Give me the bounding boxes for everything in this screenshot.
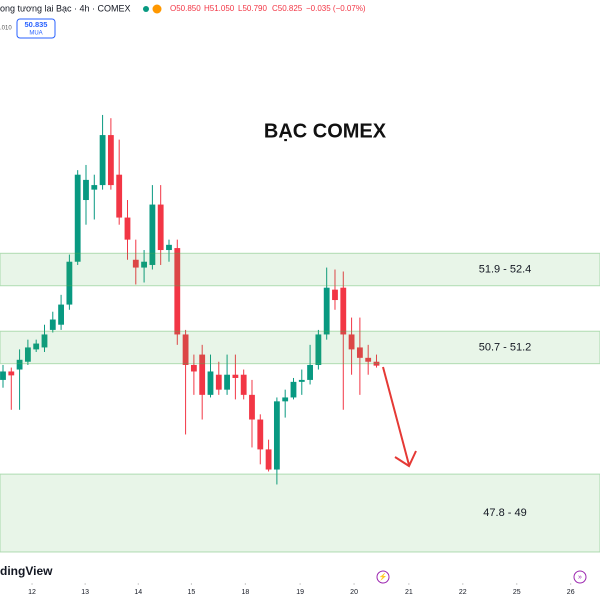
candle-body bbox=[74, 174, 81, 262]
scroll-icon[interactable] bbox=[573, 570, 587, 584]
x-tick-label: 21 bbox=[405, 589, 413, 596]
low-value: L50.790 bbox=[238, 4, 267, 13]
candle-body bbox=[365, 357, 372, 362]
candle-body bbox=[141, 261, 147, 268]
x-tick-label: 26 bbox=[567, 589, 575, 596]
scroll-glyph: » bbox=[578, 574, 582, 581]
buy-label: MUA bbox=[29, 31, 42, 37]
candle-body bbox=[373, 361, 380, 366]
candle-body bbox=[132, 259, 139, 268]
x-tick-label: 19 bbox=[296, 589, 304, 596]
candle-body bbox=[33, 343, 40, 350]
brand: dingView bbox=[0, 564, 53, 578]
x-tick-label: 20 bbox=[350, 589, 358, 596]
buy-price: 50.835 bbox=[25, 20, 48, 29]
x-tick-label: 13 bbox=[81, 589, 89, 596]
candle-body bbox=[149, 204, 156, 265]
candle-body bbox=[8, 371, 15, 376]
candle-body bbox=[91, 185, 98, 190]
candle-body bbox=[49, 319, 56, 330]
candle-body bbox=[0, 371, 6, 380]
candle-body bbox=[240, 374, 247, 395]
x-tick-label: 15 bbox=[187, 589, 195, 596]
candle-body bbox=[265, 449, 272, 470]
candle-body bbox=[249, 394, 255, 420]
candle-body bbox=[157, 204, 164, 251]
candle-body bbox=[207, 371, 214, 395]
zone-label: 51.9 - 52.4 bbox=[479, 263, 532, 275]
arrow-head bbox=[394, 450, 417, 468]
open-value: O50.850 bbox=[170, 4, 201, 13]
close-value: C50.825 bbox=[272, 4, 303, 13]
d-badge bbox=[152, 4, 162, 14]
spread: .010 bbox=[0, 26, 12, 32]
plot: 51.9 - 52.4 50.7 - 51.2 47.8 - 49 12 13 14 15 1… bbox=[0, 114, 600, 596]
candle-body bbox=[232, 374, 239, 378]
candle-body bbox=[182, 334, 189, 365]
event-icon[interactable] bbox=[376, 570, 390, 584]
candle-body bbox=[41, 334, 48, 348]
candle-body bbox=[307, 364, 313, 380]
candle-body bbox=[58, 304, 64, 325]
candle-body bbox=[273, 401, 280, 470]
candle-body bbox=[83, 179, 89, 201]
event-glyph: ⚡ bbox=[379, 572, 388, 581]
buy-button[interactable] bbox=[16, 18, 56, 39]
candle-body bbox=[323, 287, 330, 335]
candle-body bbox=[215, 374, 222, 390]
candle-body bbox=[124, 217, 131, 240]
candle-body bbox=[298, 379, 305, 382]
candle-body bbox=[166, 244, 172, 251]
candle-body bbox=[290, 381, 297, 398]
candle-body bbox=[224, 374, 230, 390]
x-tick-label: 14 bbox=[134, 589, 142, 596]
change-value: −0.035 (−0.07%) bbox=[306, 4, 366, 13]
candle-body bbox=[99, 135, 106, 186]
zone-label: 50.7 - 51.2 bbox=[479, 341, 532, 353]
candle-body bbox=[116, 174, 123, 218]
candle-body bbox=[66, 261, 73, 305]
candle-body bbox=[257, 419, 264, 450]
arrow bbox=[382, 366, 410, 466]
x-tick-label: 22 bbox=[459, 589, 467, 596]
candle-body bbox=[174, 248, 181, 335]
candle-body bbox=[107, 135, 114, 186]
candle-body bbox=[24, 347, 31, 362]
candle-body bbox=[190, 364, 197, 372]
zone bbox=[0, 252, 600, 287]
candle-body bbox=[332, 289, 338, 301]
candle-body bbox=[340, 287, 347, 335]
candle-body bbox=[315, 334, 322, 365]
candle-body bbox=[348, 334, 355, 350]
candle-body bbox=[282, 397, 289, 402]
zone bbox=[0, 473, 600, 553]
x-tick-label: 18 bbox=[241, 589, 249, 596]
high-value: H51.050 bbox=[204, 4, 235, 13]
candle-body bbox=[199, 354, 206, 395]
status-dot bbox=[143, 6, 149, 12]
candle-body bbox=[16, 359, 23, 370]
chart-title: BẠC COMEX bbox=[264, 120, 387, 142]
x-tick-label: 25 bbox=[513, 589, 521, 596]
symbol: ong tương lai Bạc · 4h · COMEX bbox=[0, 3, 130, 13]
x-tick-label: 12 bbox=[28, 589, 36, 596]
zone-label: 47.8 - 49 bbox=[483, 507, 526, 519]
zone bbox=[0, 330, 600, 365]
candle-body bbox=[356, 347, 363, 358]
